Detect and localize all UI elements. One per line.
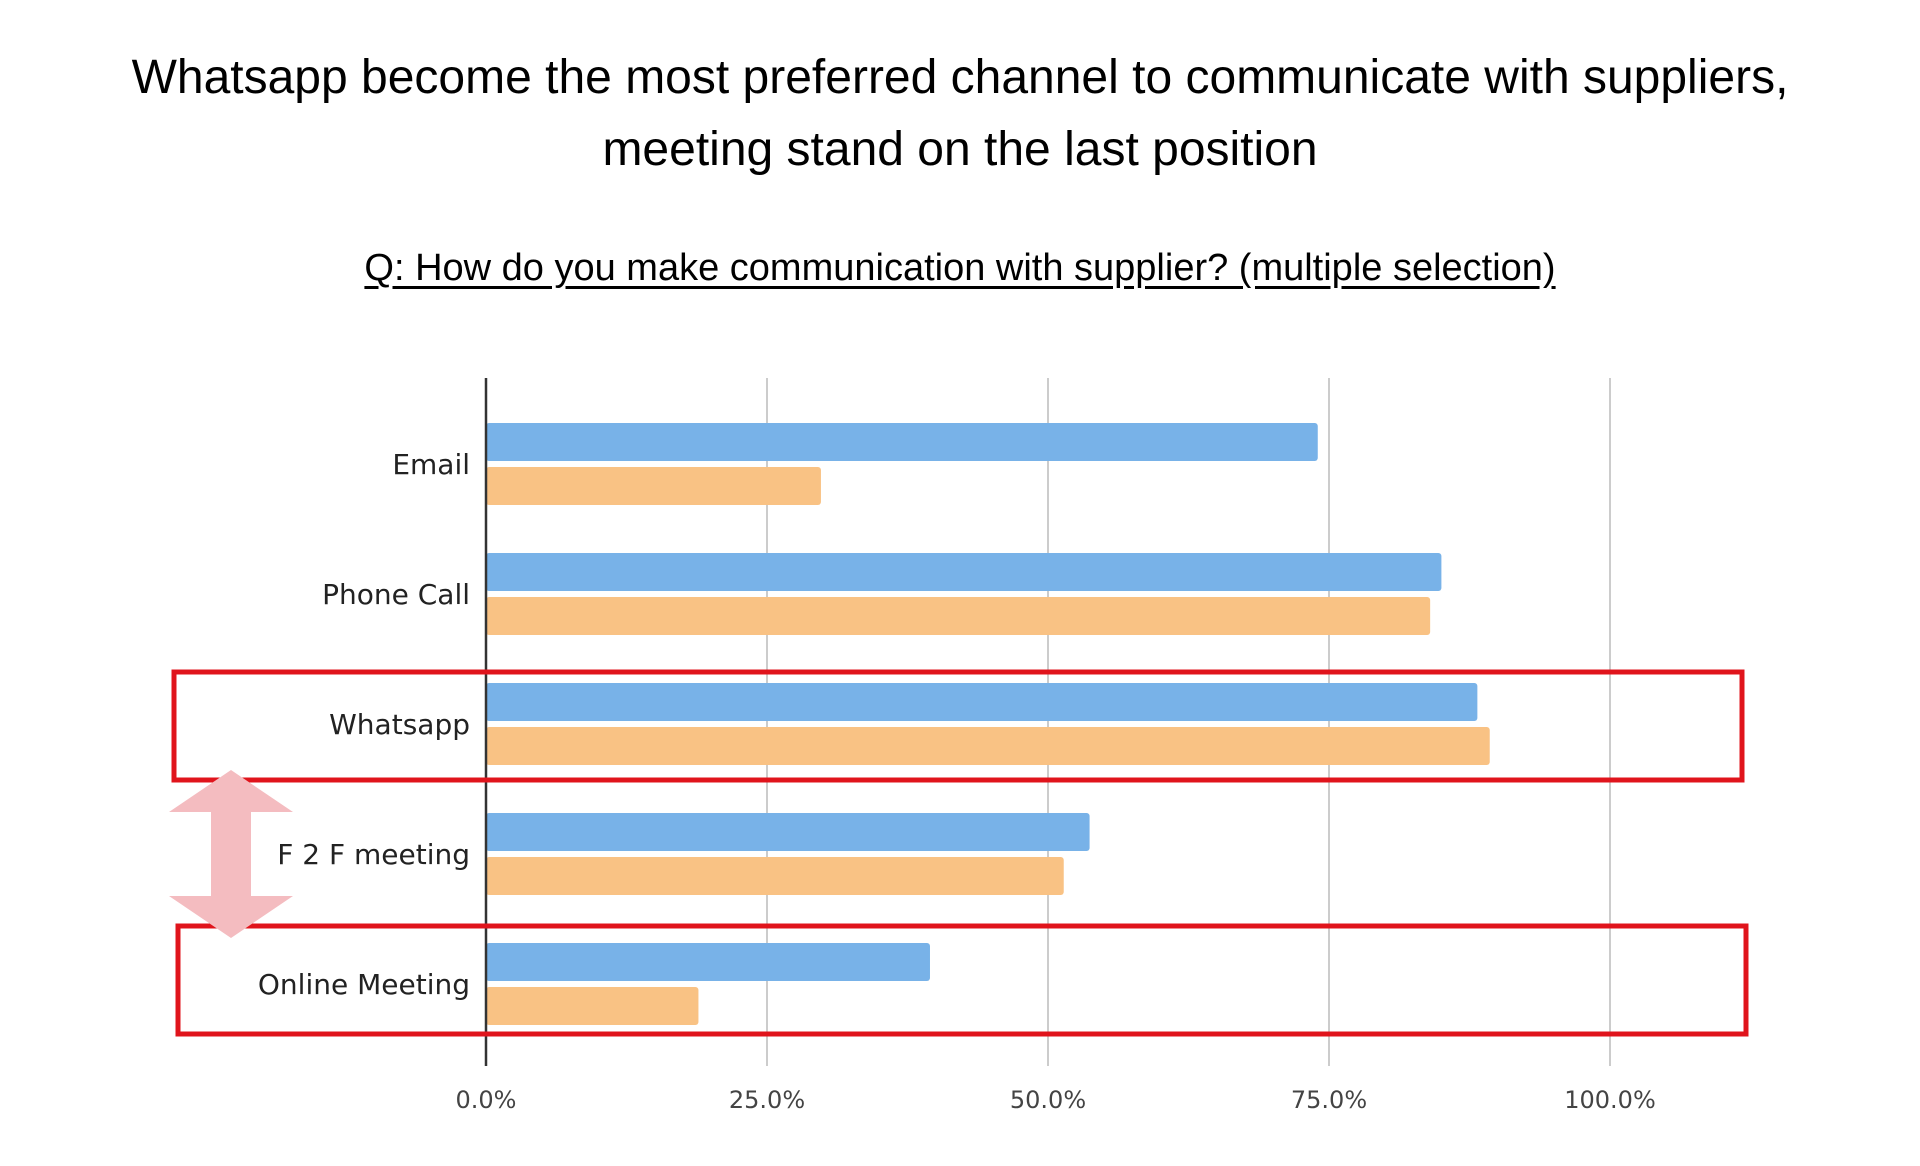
category-label-f-2-f-meeting: F 2 F meeting	[277, 838, 470, 871]
x-tick-label: 75.0%	[1291, 1086, 1367, 1114]
category-labels: Email Phone Call Whatsapp F 2 F meeting Onli…	[258, 448, 470, 1001]
x-tick-label: 25.0%	[729, 1086, 805, 1114]
survey-question: Q: How do you make communication with su…	[364, 247, 1556, 289]
highlight-box-online-meeting	[175, 923, 1749, 1037]
bar-f-2-f-meeting-series-1	[486, 813, 1090, 851]
chart-title-line-2: meeting stand on the last position	[602, 123, 1318, 176]
category-label-whatsapp: Whatsapp	[329, 708, 470, 741]
x-tick-labels: 0.0% 25.0% 50.0% 75.0% 100.0%	[456, 1086, 1656, 1114]
bar-f-2-f-meeting-series-2	[486, 857, 1064, 895]
bar-phone-call-series-1	[486, 553, 1442, 591]
bar-email-series-1	[486, 423, 1318, 461]
x-tick-label: 50.0%	[1010, 1086, 1086, 1114]
bar-online-meeting-series-1	[486, 943, 930, 981]
category-label-email: Email	[392, 448, 470, 481]
bar-phone-call-series-2	[486, 597, 1431, 635]
highlight-boxes	[171, 669, 1749, 1037]
category-label-online-meeting: Online Meeting	[258, 968, 470, 1001]
chart-title: Whatsapp become the most preferred chann…	[0, 42, 1920, 186]
comparison-arrow	[169, 770, 293, 938]
x-tick-label: 0.0%	[456, 1086, 517, 1114]
chart-title-line-1: Whatsapp become the most preferred chann…	[131, 51, 1789, 104]
category-label-phone-call: Phone Call	[322, 578, 470, 611]
double-arrow-icon	[169, 770, 293, 938]
bar-email-series-2	[486, 467, 821, 505]
bar-online-meeting-series-2	[486, 987, 699, 1025]
bar-whatsapp-series-1	[486, 683, 1478, 721]
x-tick-label: 100.0%	[1564, 1086, 1656, 1114]
highlight-box-whatsapp	[171, 669, 1745, 783]
bar-whatsapp-series-2	[486, 727, 1490, 765]
bars	[486, 423, 1490, 1025]
